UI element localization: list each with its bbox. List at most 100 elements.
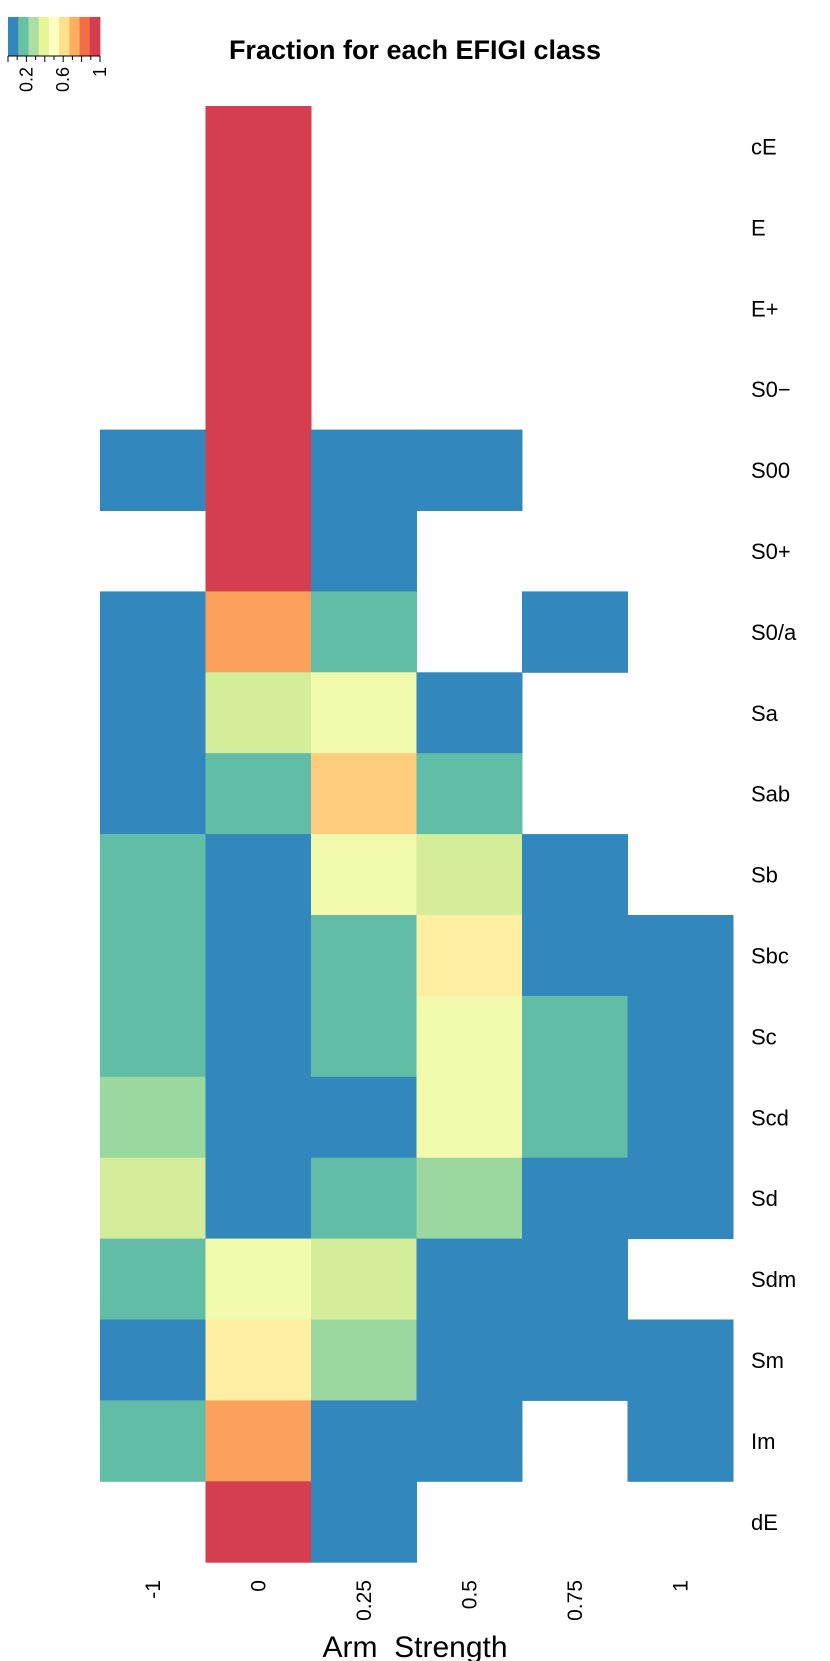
heatmap-cell-10-2 [311,915,417,997]
row-label: Sbc [751,943,789,968]
heatmap-cell-10-4 [522,915,628,997]
heatmap-cell-8-3 [416,753,523,835]
heatmap-cell-16-3 [416,1400,523,1482]
row-label: E [751,215,766,240]
row-label: Sdm [751,1267,796,1292]
heatmap-cell-4-1 [205,429,312,511]
heatmap-cell-10-5 [627,915,734,997]
heatmap-cell-9-3 [416,834,523,916]
heatmap-cell-6-0 [100,591,206,673]
legend-swatch [79,17,91,56]
heatmap-cell-15-1 [205,1319,312,1401]
heatmap-cell-11-2 [311,995,417,1078]
heatmap-cell-7-2 [311,672,417,754]
heatmap-cell-16-5 [627,1400,734,1482]
legend-swatch [38,17,50,56]
heatmap-cell-10-1 [205,915,312,997]
heatmap-cell-11-4 [522,995,628,1078]
heatmap-cell-12-2 [311,1076,417,1159]
heatmap-cell-13-2 [311,1157,417,1240]
row-label: Sd [751,1186,778,1211]
heatmap-cell-3-1 [205,348,312,431]
heatmap-cell-13-1 [205,1157,312,1240]
column-label: 0 [247,1580,270,1592]
heatmap-cell-6-4 [522,591,628,673]
row-label: dE [751,1510,778,1535]
heatmap-cell-12-5 [627,1076,734,1159]
heatmap-cell-15-2 [311,1319,417,1401]
heatmap-cell-14-0 [100,1238,206,1320]
heatmap-cell-15-4 [522,1319,628,1401]
heatmap-cell-14-3 [416,1238,523,1320]
row-label: Im [751,1429,775,1454]
heatmap-cell-11-3 [416,995,523,1078]
legend-tick-label: 1 [90,67,110,77]
row-label: E+ [751,296,779,321]
heatmap-cell-9-2 [311,834,417,916]
heatmap-cell-10-3 [416,915,523,997]
heatmap-cell-14-4 [522,1238,628,1320]
heatmap-cell-12-4 [522,1076,628,1159]
heatmap-cell-0-1 [205,106,312,188]
heatmap-cell-11-5 [627,995,734,1078]
heatmap-cell-12-0 [100,1076,206,1159]
row-label: Sa [751,701,779,726]
column-labels: -1 0 0.25 0.5 0.75 1 [142,1580,693,1621]
heatmap-cell-8-1 [205,753,312,835]
column-label: 0.25 [353,1580,376,1621]
row-labels: cE E E+ S0− S00 S0+ S0/a Sa Sab Sb Sbc Sc Scd Sd Sdm Sm… [751,134,797,1534]
column-label: 0.75 [564,1580,587,1621]
heatmap-cell-16-0 [100,1400,206,1482]
heatmap-cell-16-1 [205,1400,312,1482]
heatmap-cell-15-3 [416,1319,523,1401]
row-label: cE [751,134,777,159]
heatmap-cell-4-2 [311,429,417,511]
row-label: Sm [751,1348,784,1373]
heatmap-cell-6-1 [205,591,312,673]
heatmap-cell-11-0 [100,995,206,1078]
heatmap-cells [100,106,734,1563]
legend-tick-label: 0.2 [16,67,36,92]
heatmap-cell-5-1 [205,510,312,592]
chart-title: Fraction for each EFIGI class [229,35,601,65]
heatmap-cell-13-0 [100,1157,206,1240]
row-label: S00 [751,458,790,483]
heatmap-cell-16-2 [311,1400,417,1482]
heatmap-cell-12-3 [416,1076,523,1159]
legend-swatch [8,17,19,56]
heatmap-cell-4-3 [416,429,523,511]
heatmap-cell-11-1 [205,995,312,1078]
heatmap-cell-14-1 [205,1238,312,1320]
heatmap-cell-13-5 [627,1157,734,1240]
heatmap-cell-15-5 [627,1319,734,1401]
row-label: S0+ [751,539,791,564]
heatmap-cell-10-0 [100,915,206,997]
row-label: Sb [751,863,778,888]
heatmap-cell-8-2 [311,753,417,835]
heatmap-cell-14-2 [311,1238,417,1320]
legend-swatch [18,17,29,56]
row-label: Scd [751,1105,789,1130]
column-label: 1 [669,1580,692,1592]
heatmap-cell-13-3 [416,1157,523,1240]
heatmap-cell-17-1 [205,1481,312,1563]
x-axis-label: Arm_Strength [322,1631,507,1661]
heatmap-cell-6-2 [311,591,417,673]
heatmap-cell-9-0 [100,834,206,916]
row-label: Sab [751,782,790,807]
legend-tick-label: 0.6 [53,67,73,92]
heatmap-cell-15-0 [100,1319,206,1401]
column-label: -1 [142,1580,165,1599]
heatmap-cell-9-1 [205,834,312,916]
heatmap-cell-17-2 [311,1481,417,1563]
legend-swatch [28,17,40,56]
row-label: S0/a [751,620,797,645]
legend-swatch [89,17,101,56]
color-legend: 0.2 0.6 1 [7,17,110,92]
legend-swatch [69,17,80,56]
legend-swatch [48,17,60,56]
heatmap-cell-7-0 [100,672,206,754]
heatmap-cell-7-3 [416,672,523,754]
heatmap-cell-4-0 [100,429,206,511]
